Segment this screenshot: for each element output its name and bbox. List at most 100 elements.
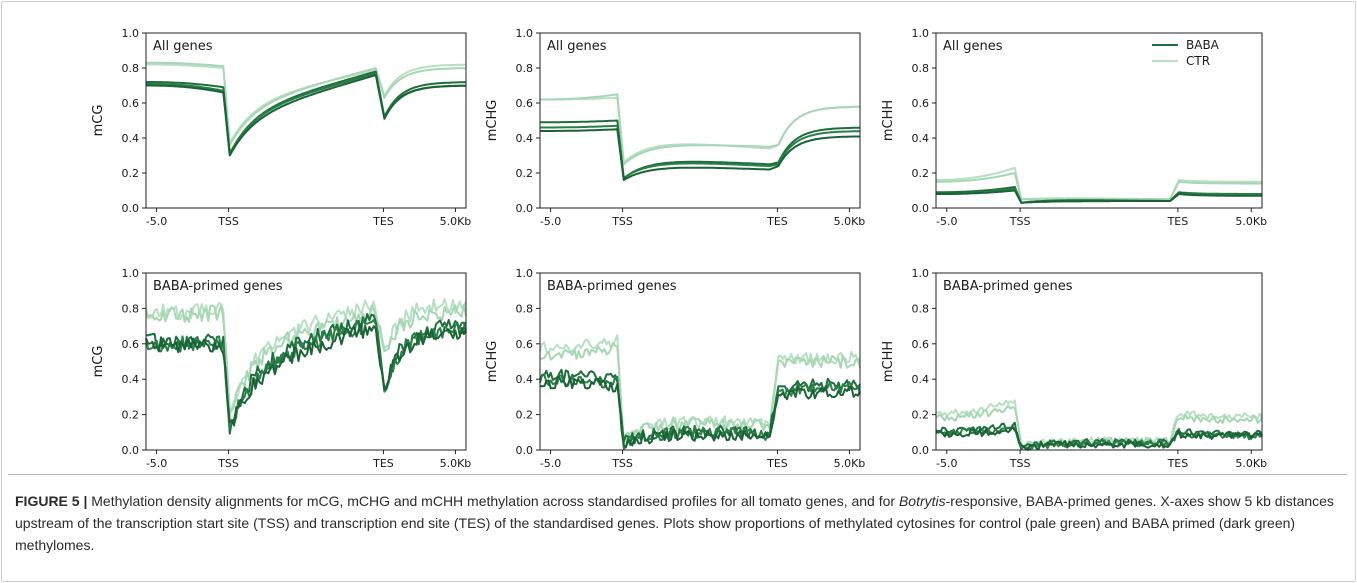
y-tick-label: 1.0: [516, 267, 534, 280]
y-tick-label: 0.8: [912, 302, 930, 315]
y-tick-label: 0.8: [122, 302, 140, 315]
plot-frame: [539, 272, 861, 451]
figure-caption: FIGURE 5 | Methylation density alignment…: [15, 490, 1335, 556]
x-tick-label: 5.0Kb: [1235, 457, 1267, 470]
x-tick-label: TES: [372, 215, 394, 228]
series-line-baba: [146, 72, 466, 155]
caption-divider: [8, 474, 1347, 575]
y-tick-label: 1.0: [912, 27, 930, 40]
y-tick-label: 0.4: [912, 373, 930, 386]
y-tick-label: 0.6: [912, 338, 930, 351]
plot-frame: [145, 32, 467, 209]
series-line-baba: [146, 74, 467, 157]
y-tick-label: 1.0: [912, 267, 930, 280]
chart-panel-4: 0.0 0.2 0.4 0.6 0.8 1.0 -5.0 TSS TES 5.0Kb mCG BABA…: [91, 267, 471, 470]
x-tick-label: TES: [372, 457, 394, 470]
chart-panel-6: 0.0 0.2 0.4 0.6 0.8 1.0 -5.0 TSS TES 5.0Kb mCHH BAB…: [881, 267, 1267, 470]
y-tick-label: 1.0: [122, 267, 140, 280]
series-line-ctr: [539, 341, 861, 447]
y-tick-label: 0.6: [912, 97, 930, 110]
x-tick-label: TES: [766, 215, 788, 228]
caption-text-part1: Methylation density alignments for mCG, …: [87, 493, 899, 509]
y-tick-label: 0.0: [516, 202, 534, 215]
y-tick-label: 0.8: [912, 62, 930, 75]
caption-figure-label: FIGURE 5 |: [15, 493, 88, 509]
plot-frame: [145, 272, 467, 451]
y-tick-label: 0.8: [516, 62, 534, 75]
y-tick-label: 0.0: [516, 444, 534, 457]
x-tick-label: 5.0Kb: [440, 215, 472, 228]
chart-panel-1: 0.0 0.2 0.4 0.6 0.8 1.0 -5.0 TSS TES 5.0Kb mCG All …: [91, 27, 471, 228]
y-tick-label: 0.2: [516, 409, 534, 422]
series-line-baba: [935, 425, 1263, 451]
series-line-baba: [539, 376, 861, 449]
x-tick-label: -5.0: [936, 215, 957, 228]
x-tick-label: -5.0: [146, 215, 167, 228]
y-axis-label: mCG: [91, 105, 106, 137]
x-tick-label: TSS: [217, 215, 239, 228]
chart-panel-3: 0.0 0.2 0.4 0.6 0.8 1.0 -5.0 TSS TES 5.0Kb mCHH All…: [881, 27, 1267, 228]
y-axis-label: mCHG: [485, 341, 500, 383]
y-tick-label: 0.4: [516, 373, 534, 386]
series-line-ctr: [935, 404, 1263, 448]
y-axis-label: mCG: [91, 346, 106, 378]
x-tick-label: -5.0: [146, 457, 167, 470]
chart-panel-2: 0.0 0.2 0.4 0.6 0.8 1.0 -5.0 TSS TES 5.0Kb mCHG All…: [485, 27, 865, 228]
x-tick-label: TSS: [217, 457, 239, 470]
y-tick-label: 0.4: [912, 132, 930, 145]
y-tick-label: 0.0: [122, 444, 140, 457]
series-line-ctr: [146, 61, 466, 146]
series-line-baba: [936, 189, 1262, 204]
y-tick-label: 0.6: [122, 338, 140, 351]
series-line-baba: [146, 70, 467, 155]
y-axis-label: mCHH: [881, 100, 896, 141]
y-tick-label: 0.6: [122, 97, 140, 110]
legend-label-baba: BABA: [1186, 38, 1220, 52]
y-axis-label: mCHG: [485, 100, 500, 142]
x-tick-label: TES: [766, 457, 788, 470]
plot-frame: [539, 32, 861, 209]
x-tick-label: 5.0Kb: [834, 457, 866, 470]
x-tick-label: 5.0Kb: [440, 457, 472, 470]
x-tick-label: TSS: [1009, 457, 1031, 470]
y-tick-label: 0.2: [122, 167, 140, 180]
y-axis-label: mCHH: [881, 341, 896, 382]
panel-title: BABA-primed genes: [943, 279, 1073, 294]
x-tick-label: TSS: [1009, 215, 1031, 228]
y-tick-label: 0.2: [516, 167, 534, 180]
x-tick-label: TSS: [611, 215, 633, 228]
x-tick-label: -5.0: [540, 457, 561, 470]
y-tick-label: 1.0: [122, 27, 140, 40]
panel-title: BABA-primed genes: [547, 279, 677, 294]
y-tick-label: 0.0: [122, 202, 140, 215]
plot-frame: [935, 272, 1263, 451]
caption-italic-word: Botrytis: [898, 493, 946, 509]
y-tick-label: 0.4: [516, 132, 534, 145]
x-tick-label: -5.0: [936, 457, 957, 470]
series-line-ctr: [146, 63, 466, 145]
chart-panel-5: 0.0 0.2 0.4 0.6 0.8 1.0 -5.0 TSS TES 5.0Kb mCHG BAB…: [485, 267, 865, 470]
plot-frame: [935, 32, 1263, 209]
y-tick-label: 0.2: [912, 167, 930, 180]
x-tick-label: -5.0: [540, 215, 561, 228]
x-tick-label: 5.0Kb: [1235, 215, 1267, 228]
y-tick-label: 0.6: [516, 97, 534, 110]
legend-label-ctr: CTR: [1186, 54, 1210, 68]
panel-title: All genes: [943, 39, 1003, 54]
series-line-ctr: [145, 303, 467, 413]
y-tick-label: 1.0: [516, 27, 534, 40]
y-tick-label: 0.4: [122, 132, 140, 145]
y-tick-label: 0.4: [122, 373, 140, 386]
series-line-baba: [539, 119, 861, 180]
x-tick-label: TSS: [611, 457, 633, 470]
panel-title: All genes: [547, 39, 607, 54]
y-tick-label: 0.6: [516, 338, 534, 351]
series-line-baba: [540, 124, 861, 180]
x-tick-label: 5.0Kb: [834, 215, 866, 228]
x-tick-label: TES: [1167, 215, 1189, 228]
caption-text-part2: -responsive, BABA-primed genes. X-axes s…: [15, 493, 1334, 553]
y-tick-label: 0.8: [122, 62, 140, 75]
